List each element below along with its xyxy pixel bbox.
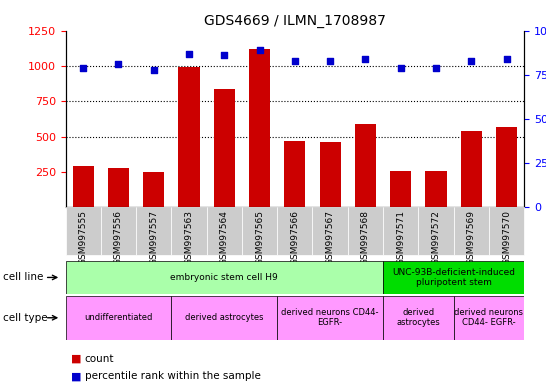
- Bar: [383, 207, 418, 255]
- Point: [396, 65, 405, 71]
- Bar: [277, 207, 312, 255]
- Point: [502, 56, 511, 62]
- Text: derived astrocytes: derived astrocytes: [185, 313, 264, 322]
- Bar: [66, 261, 383, 294]
- Bar: [108, 168, 129, 207]
- Bar: [179, 68, 200, 207]
- Bar: [454, 296, 524, 340]
- Point: [467, 58, 476, 64]
- Text: cell line: cell line: [3, 272, 43, 283]
- Point: [185, 51, 193, 57]
- Bar: [425, 171, 447, 207]
- Text: count: count: [85, 354, 114, 364]
- Text: ■: ■: [71, 371, 81, 381]
- Bar: [454, 207, 489, 255]
- Bar: [312, 207, 348, 255]
- Bar: [171, 296, 277, 340]
- Point: [290, 58, 299, 64]
- Bar: [383, 296, 454, 340]
- Text: GSM997567: GSM997567: [325, 210, 335, 265]
- Text: GSM997570: GSM997570: [502, 210, 511, 265]
- Text: derived neurons CD44-
EGFR-: derived neurons CD44- EGFR-: [281, 308, 379, 328]
- Text: cell type: cell type: [3, 313, 48, 323]
- Bar: [383, 261, 524, 294]
- Bar: [213, 89, 235, 207]
- Point: [361, 56, 370, 62]
- Text: GSM997568: GSM997568: [361, 210, 370, 265]
- Bar: [319, 142, 341, 207]
- Bar: [348, 207, 383, 255]
- Text: percentile rank within the sample: percentile rank within the sample: [85, 371, 260, 381]
- Text: GSM997555: GSM997555: [79, 210, 88, 265]
- Bar: [66, 207, 101, 255]
- Bar: [136, 207, 171, 255]
- Text: GSM997571: GSM997571: [396, 210, 405, 265]
- Bar: [171, 207, 206, 255]
- Bar: [355, 124, 376, 207]
- Point: [326, 58, 335, 64]
- Text: derived neurons
CD44- EGFR-: derived neurons CD44- EGFR-: [454, 308, 524, 328]
- Text: GSM997564: GSM997564: [220, 210, 229, 265]
- Bar: [418, 207, 454, 255]
- Text: GSM997565: GSM997565: [255, 210, 264, 265]
- Bar: [461, 131, 482, 207]
- Text: undifferentiated: undifferentiated: [84, 313, 153, 322]
- Text: ■: ■: [71, 354, 81, 364]
- Text: GSM997566: GSM997566: [290, 210, 299, 265]
- Text: GSM997556: GSM997556: [114, 210, 123, 265]
- Text: GSM997563: GSM997563: [185, 210, 193, 265]
- Point: [220, 52, 229, 58]
- Point: [150, 66, 158, 73]
- Bar: [206, 207, 242, 255]
- Text: embryonic stem cell H9: embryonic stem cell H9: [170, 273, 278, 282]
- Bar: [390, 170, 411, 207]
- Text: UNC-93B-deficient-induced
pluripotent stem: UNC-93B-deficient-induced pluripotent st…: [392, 268, 515, 287]
- Title: GDS4669 / ILMN_1708987: GDS4669 / ILMN_1708987: [204, 14, 386, 28]
- Bar: [249, 49, 270, 207]
- Text: GSM997572: GSM997572: [431, 210, 441, 265]
- Bar: [101, 207, 136, 255]
- Point: [431, 65, 440, 71]
- Bar: [277, 296, 383, 340]
- Point: [114, 61, 123, 67]
- Text: derived
astrocytes: derived astrocytes: [396, 308, 440, 328]
- Bar: [143, 172, 164, 207]
- Bar: [496, 127, 517, 207]
- Bar: [66, 296, 171, 340]
- Point: [79, 65, 87, 71]
- Text: GSM997557: GSM997557: [149, 210, 158, 265]
- Bar: [73, 166, 94, 207]
- Bar: [284, 141, 305, 207]
- Text: GSM997569: GSM997569: [467, 210, 476, 265]
- Point: [255, 47, 264, 53]
- Bar: [489, 207, 524, 255]
- Bar: [242, 207, 277, 255]
